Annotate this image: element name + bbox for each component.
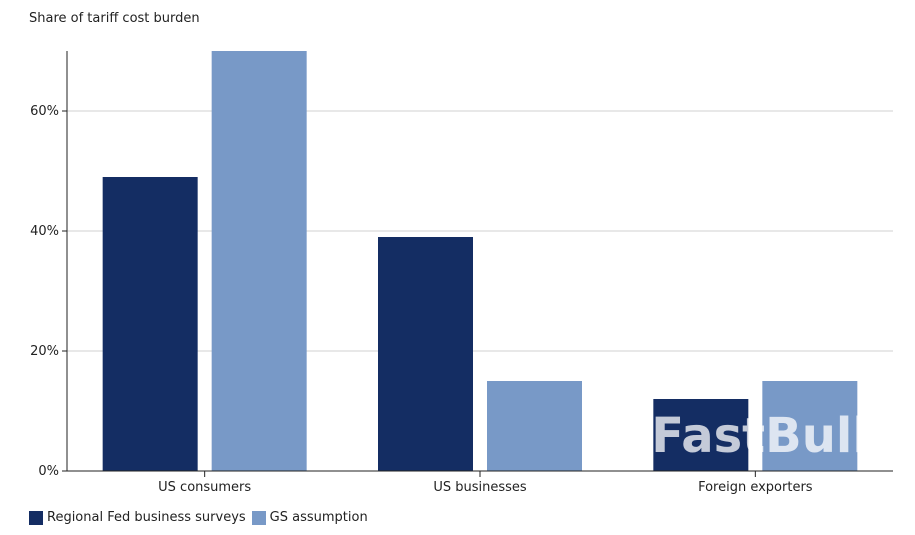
x-tick-label: Foreign exporters	[698, 480, 813, 495]
bar	[653, 399, 749, 471]
bar	[762, 381, 858, 471]
legend-item-regional-fed: Regional Fed business surveys	[29, 510, 246, 525]
watermark-logo: FastBull	[651, 408, 869, 464]
legend-swatch	[251, 510, 266, 525]
legend-swatch	[29, 510, 43, 525]
bar	[378, 237, 473, 471]
legend: Regional Fed business surveys GS assumpt…	[29, 510, 374, 525]
bar	[102, 177, 198, 471]
legend-label: GS assumption	[269, 510, 368, 525]
x-tick-label: US businesses	[433, 480, 527, 495]
bar	[211, 51, 307, 471]
y-tick-label: 0%	[38, 464, 59, 479]
legend-label: Regional Fed business surveys	[47, 510, 246, 525]
y-tick-label: 20%	[30, 344, 59, 359]
x-tick-label: US consumers	[158, 480, 251, 495]
bar	[487, 381, 582, 471]
y-tick-label: 40%	[30, 224, 59, 239]
chart-title: Share of tariff cost burden	[29, 11, 200, 26]
legend-item-gs: GS assumption	[251, 510, 368, 525]
y-tick-label: 60%	[30, 104, 59, 119]
